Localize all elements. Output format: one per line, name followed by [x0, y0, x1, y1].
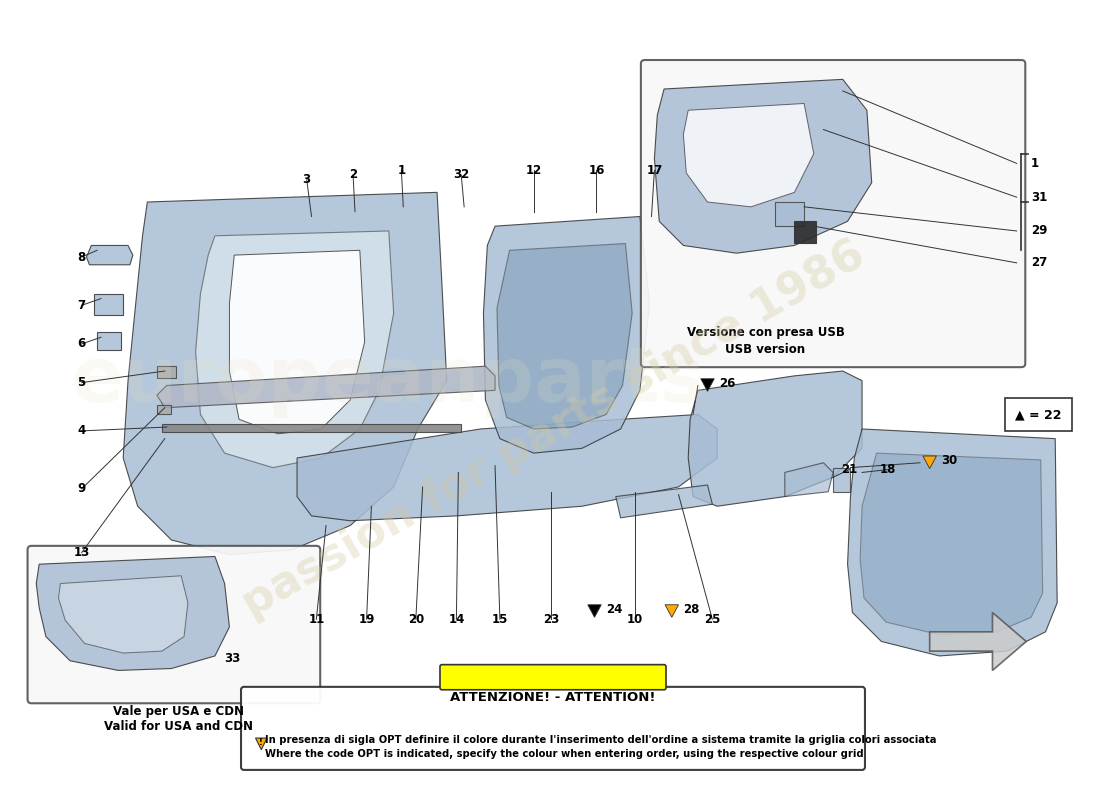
Polygon shape: [297, 414, 717, 521]
Text: 1: 1: [1031, 157, 1040, 170]
Polygon shape: [860, 453, 1043, 634]
Text: 7: 7: [78, 299, 86, 312]
Text: 30: 30: [942, 454, 957, 467]
Text: 29: 29: [1031, 225, 1047, 238]
Polygon shape: [654, 79, 871, 253]
Text: 19: 19: [359, 613, 375, 626]
Polygon shape: [123, 192, 447, 554]
Text: 1: 1: [397, 164, 406, 177]
Polygon shape: [683, 103, 814, 207]
Text: 16: 16: [588, 164, 605, 177]
Polygon shape: [87, 246, 133, 265]
Text: 12: 12: [526, 164, 542, 177]
Text: 27: 27: [1031, 256, 1047, 270]
Polygon shape: [848, 429, 1057, 656]
Polygon shape: [157, 366, 495, 408]
Polygon shape: [701, 378, 714, 391]
Polygon shape: [36, 557, 230, 670]
Polygon shape: [923, 456, 936, 469]
Bar: [157, 366, 176, 378]
Bar: [157, 405, 172, 414]
Polygon shape: [784, 462, 833, 497]
Bar: [162, 424, 461, 432]
Bar: [794, 222, 816, 242]
Text: 23: 23: [543, 613, 559, 626]
Text: 11: 11: [308, 613, 324, 626]
Text: 6: 6: [77, 338, 86, 350]
Text: Valid for USA and CDN: Valid for USA and CDN: [103, 720, 253, 733]
Text: Where the code OPT is indicated, specify the colour when entering order, using t: Where the code OPT is indicated, specify…: [265, 750, 864, 759]
FancyBboxPatch shape: [241, 687, 865, 770]
Text: 8: 8: [77, 250, 86, 263]
Text: passion for parts since 1986: passion for parts since 1986: [234, 233, 872, 626]
Polygon shape: [587, 605, 602, 618]
Text: 31: 31: [1031, 190, 1047, 204]
Text: 18: 18: [880, 463, 896, 476]
Text: ▲ = 22: ▲ = 22: [1014, 408, 1062, 421]
Text: 5: 5: [77, 376, 86, 389]
FancyBboxPatch shape: [440, 665, 666, 690]
Text: 24: 24: [606, 603, 623, 616]
Polygon shape: [58, 576, 188, 653]
Text: Versione con presa USB: Versione con presa USB: [686, 326, 845, 339]
Polygon shape: [497, 243, 632, 429]
Text: 14: 14: [448, 613, 464, 626]
Bar: [97, 332, 121, 350]
Bar: [95, 294, 123, 315]
Text: 15: 15: [492, 613, 508, 626]
FancyBboxPatch shape: [28, 546, 320, 703]
Text: 2: 2: [349, 169, 358, 182]
Polygon shape: [930, 613, 1026, 670]
Text: 17: 17: [647, 164, 662, 177]
Text: 3: 3: [302, 174, 311, 186]
Text: In presenza di sigla OPT definire il colore durante l'inserimento dell'ordine a : In presenza di sigla OPT definire il col…: [265, 735, 937, 745]
Text: 28: 28: [683, 603, 700, 616]
Text: 20: 20: [408, 613, 424, 626]
Polygon shape: [616, 485, 713, 518]
Polygon shape: [255, 738, 267, 750]
FancyBboxPatch shape: [641, 60, 1025, 367]
Polygon shape: [484, 217, 650, 453]
Text: 10: 10: [627, 613, 644, 626]
Text: !: !: [260, 738, 263, 747]
Text: USB version: USB version: [725, 343, 805, 356]
Text: ATTENZIONE! - ATTENTION!: ATTENZIONE! - ATTENTION!: [450, 691, 656, 704]
Text: 21: 21: [842, 463, 858, 476]
Bar: [776, 202, 804, 226]
Text: 33: 33: [224, 652, 241, 666]
Polygon shape: [230, 250, 365, 434]
Text: 32: 32: [453, 169, 470, 182]
Polygon shape: [689, 371, 862, 506]
Text: 13: 13: [74, 546, 90, 559]
Bar: [833, 468, 850, 492]
Text: 26: 26: [719, 377, 736, 390]
Text: 25: 25: [704, 613, 720, 626]
Text: europeanparts: europeanparts: [72, 344, 706, 418]
Text: Vale per USA e CDN: Vale per USA e CDN: [112, 705, 244, 718]
Polygon shape: [666, 605, 679, 618]
Text: 9: 9: [77, 482, 86, 495]
Polygon shape: [196, 231, 394, 468]
Text: 4: 4: [77, 425, 86, 438]
FancyBboxPatch shape: [1005, 398, 1071, 431]
